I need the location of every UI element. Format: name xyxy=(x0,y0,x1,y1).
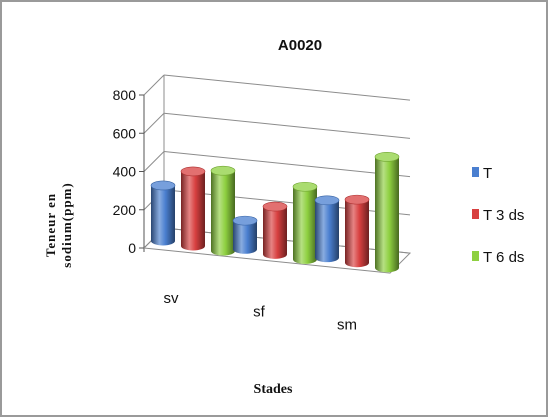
bar-body xyxy=(293,186,317,264)
bar-sf-T-3-ds xyxy=(262,201,288,259)
legend-item-T: T xyxy=(472,165,492,182)
bar-sv-T xyxy=(150,180,176,246)
bar-body xyxy=(181,171,205,251)
bar-sm-T-3-ds xyxy=(344,194,370,268)
bar-body xyxy=(151,185,175,246)
legend-label: T 3 ds xyxy=(483,207,524,224)
bar-body xyxy=(375,156,399,273)
bar-top xyxy=(180,166,206,177)
bar-top xyxy=(374,152,400,162)
bar-top xyxy=(210,165,236,176)
bar-sv-T-3-ds xyxy=(180,166,206,251)
bar-sm-T-6-ds xyxy=(374,152,400,273)
bar-sm-T xyxy=(314,195,340,263)
bar-sv-T-6-ds xyxy=(210,165,236,256)
bar-top xyxy=(292,181,318,192)
bar-body xyxy=(233,220,257,254)
x-axis-label: Stades xyxy=(254,382,293,397)
legend-swatch xyxy=(472,167,479,177)
bar-sf-T xyxy=(232,215,258,254)
legend-label: T xyxy=(483,165,492,182)
y-tick-label-0: 0 xyxy=(128,240,136,256)
y-tick-label-1: 200 xyxy=(113,202,137,218)
bar-body xyxy=(211,170,235,256)
bar-top xyxy=(344,194,370,205)
bar-top xyxy=(262,201,288,212)
y-tick-label-2: 400 xyxy=(113,164,137,180)
gridline-2 xyxy=(163,151,411,178)
legend-label: T 6 ds xyxy=(483,249,524,266)
chart-title: A0020 xyxy=(278,37,322,54)
x-tick-label-sm: sm xyxy=(337,317,357,334)
legend-item-T-6-ds: T 6 ds xyxy=(472,249,524,266)
gridline-3 xyxy=(163,112,411,139)
legend-swatch xyxy=(472,209,479,219)
legend-swatch xyxy=(472,251,479,261)
y-axis-label-line-1: Teneur en xyxy=(43,193,58,257)
y-axis-label: Teneur en sodium(ppm) xyxy=(43,182,74,267)
gridline-depth-4 xyxy=(143,74,165,96)
bar-top xyxy=(232,215,258,226)
bar-top xyxy=(314,195,340,206)
y-axis-label-line-2: sodium(ppm) xyxy=(59,182,74,267)
bar-body xyxy=(315,200,339,263)
gridline-depth-2 xyxy=(143,151,165,172)
bar-sf-T-6-ds xyxy=(292,181,318,264)
legend-item-T-3-ds: T 3 ds xyxy=(472,207,524,224)
y-tick-label-3: 600 xyxy=(113,125,137,141)
bar-body xyxy=(345,199,369,268)
bar-body xyxy=(263,206,287,259)
legend: T T 3 ds T 6 ds xyxy=(472,165,524,266)
gridline-4 xyxy=(163,74,411,101)
plot-area: 0 200 400 600 800 sv sf sm xyxy=(113,74,412,334)
x-tick-label-sf: sf xyxy=(253,303,266,320)
x-tick-label-sv: sv xyxy=(164,290,180,307)
y-tick-label-4: 800 xyxy=(113,87,137,103)
gridline-depth-3 xyxy=(143,112,165,134)
bar-top xyxy=(150,180,176,191)
